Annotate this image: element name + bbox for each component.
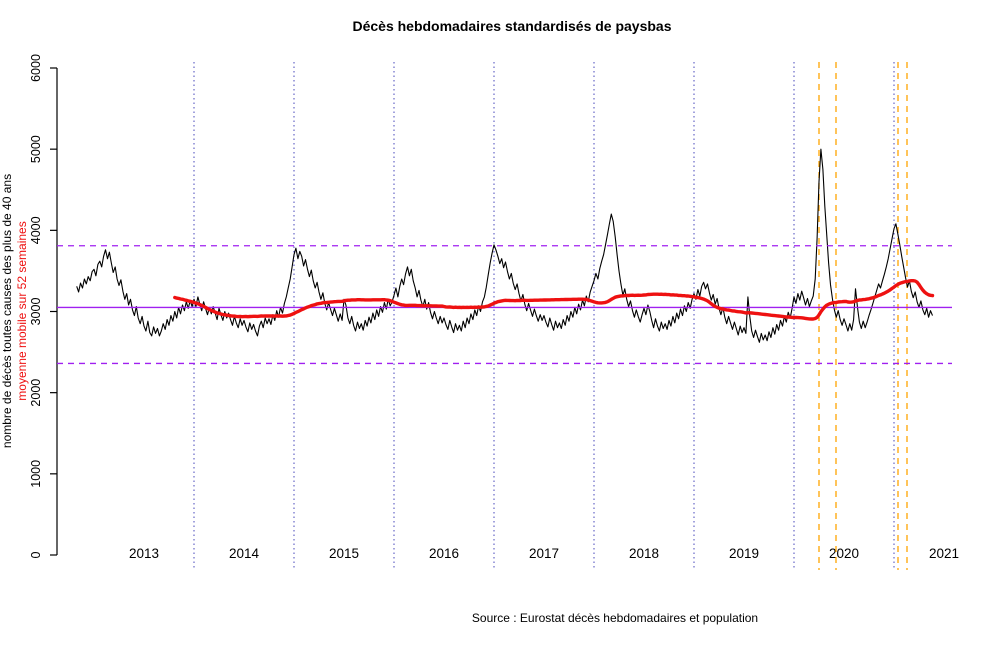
x-year-label: 2013 (129, 546, 159, 561)
year-boundary-gridlines (193, 62, 895, 570)
x-year-label: 2021 (929, 546, 959, 561)
y-tick-label: 6000 (29, 54, 43, 82)
covid-wave-event-lines (818, 62, 908, 570)
y-tick-label: 1000 (29, 460, 43, 488)
y-axis-ticks: 0 1000 2000 3000 4000 5000 6000 (29, 54, 57, 558)
y-axis-label-primary: nombre de décès toutes causes des plus d… (0, 174, 14, 448)
x-year-label: 2018 (629, 546, 659, 561)
y-tick-label: 3000 (29, 298, 43, 326)
x-year-label: 2017 (529, 546, 559, 561)
y-axis-label-secondary: moyenne mobile sur 52 semaines (15, 221, 29, 400)
moving-average-line (173, 279, 935, 321)
y-tick-label: 5000 (29, 135, 43, 163)
source-caption: Source : Eurostat décès hebdomadaires et… (472, 611, 758, 625)
y-tick-label: 4000 (29, 216, 43, 244)
x-year-label: 2015 (329, 546, 359, 561)
x-year-label: 2016 (429, 546, 459, 561)
x-year-label: 2020 (829, 546, 859, 561)
x-year-label: 2014 (229, 546, 260, 561)
y-tick-label: 2000 (29, 379, 43, 407)
chart-title: Décès hebdomadaires standardisés de pays… (352, 18, 671, 34)
x-year-label: 2019 (729, 546, 759, 561)
x-axis-year-labels: 2013 2014 2015 2016 2017 2018 2019 2020 2021 (129, 546, 959, 561)
y-tick-label: 0 (29, 551, 43, 558)
